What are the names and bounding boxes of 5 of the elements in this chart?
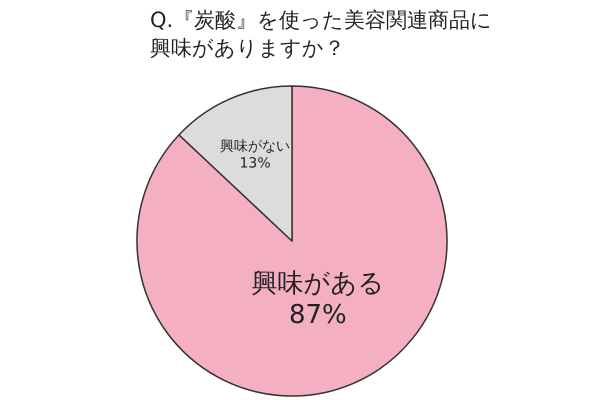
data-label: 87%: [288, 300, 347, 330]
chart-title: Q.『炭酸』を使った美容関連商品に興味がありますか？: [150, 7, 494, 62]
slice-label: 興味がない: [220, 138, 290, 155]
data-label: 13%: [240, 156, 271, 172]
slice-label: 興味がある: [251, 268, 384, 299]
